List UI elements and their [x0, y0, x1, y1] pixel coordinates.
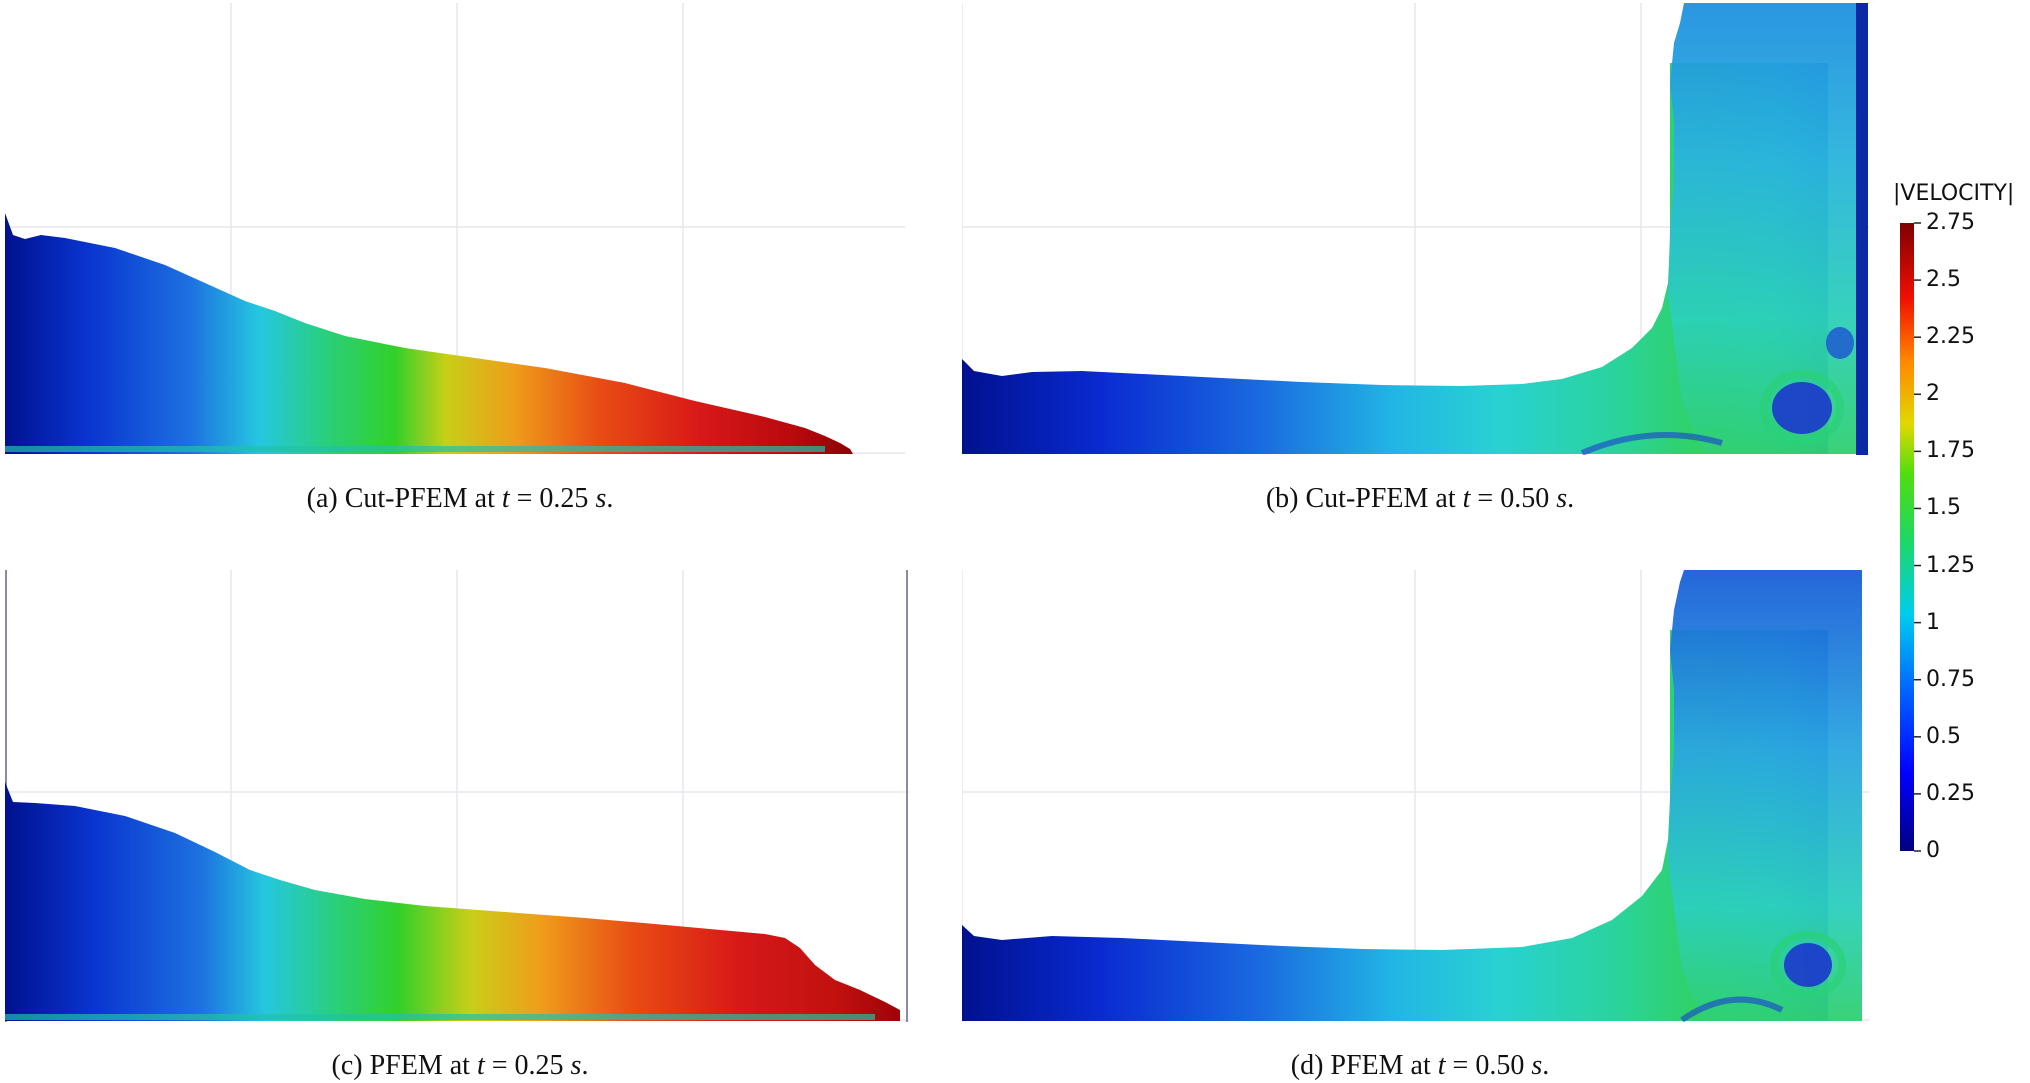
colorbar-tick-label: 0: [1926, 838, 1940, 863]
colorbar-tick-label: 2.5: [1926, 267, 1961, 293]
colorbar-title: |VELOCITY|: [1893, 181, 2015, 206]
vortex-core: [1772, 382, 1832, 434]
colorbar-tick-label: 0.5: [1926, 723, 1961, 749]
caption-d-eq: = 0.50: [1445, 1050, 1532, 1081]
panel-a-plot: [5, 3, 905, 454]
colorbar-tick-label: 0.75: [1926, 666, 1975, 692]
colorbar-fill: [1900, 223, 1914, 851]
bottom-layer: [5, 446, 825, 452]
caption-a-eq: = 0.25: [509, 483, 596, 514]
fluid-column: [1668, 3, 1868, 454]
caption-a: (a) Cut-PFEM at t = 0.25 s.: [200, 483, 720, 515]
vortex-core: [1784, 943, 1832, 987]
panel-b-plot: [962, 3, 1869, 455]
caption-c-prefix: (c) PFEM at: [331, 1050, 470, 1081]
caption-b-var: t: [1462, 483, 1471, 514]
colorbar-tick-label: 1.25: [1926, 552, 1975, 578]
caption-a-prefix: (a) Cut-PFEM at: [306, 483, 495, 514]
caption-d-unit: s: [1531, 1050, 1543, 1081]
caption-d-var: t: [1437, 1050, 1446, 1081]
caption-a-end: .: [606, 483, 614, 514]
colorbar-tick-label: 1.5: [1926, 495, 1961, 521]
caption-b-unit: s: [1556, 483, 1568, 514]
caption-c-unit: s: [570, 1050, 582, 1081]
colorbar-ticks: [1914, 222, 1921, 852]
caption-a-unit: s: [595, 483, 607, 514]
colorbar-tick-label: 1.75: [1926, 438, 1975, 464]
bottom-layer: [5, 1014, 875, 1020]
panel-c-plot: [5, 570, 909, 1022]
colorbar-tick-label: 2.75: [1926, 210, 1975, 235]
caption-c: (c) PFEM at t = 0.25 s.: [200, 1050, 720, 1082]
fluid-column: [1668, 570, 1862, 1021]
panel-d-plot: [962, 570, 1869, 1022]
colorbar-tick-label: 1: [1926, 609, 1940, 635]
panel-a: [5, 3, 905, 455]
caption-d-prefix: (d) PFEM at: [1290, 1050, 1431, 1081]
bottom-flow: [1680, 996, 1784, 1022]
panel-d: [962, 570, 1869, 1022]
caption-b-end: .: [1567, 483, 1575, 514]
caption-c-eq: = 0.25: [484, 1050, 571, 1081]
caption-b-eq: = 0.50: [1470, 483, 1557, 514]
vortex-ring: [1770, 931, 1846, 999]
caption-d: (d) PFEM at t = 0.50 s.: [1160, 1050, 1680, 1082]
fluid-region: [962, 630, 1828, 1021]
bottom-flow: [1580, 432, 1723, 455]
right-wall-flow: [1856, 3, 1868, 455]
vortex-small: [1826, 327, 1854, 359]
caption-b: (b) Cut-PFEM at t = 0.50 s.: [1160, 483, 1680, 515]
colorbar: [1900, 223, 1914, 851]
fluid-region: [5, 782, 900, 1021]
vortex-ring: [1760, 370, 1844, 446]
caption-a-var: t: [501, 483, 510, 514]
colorbar-tick-label: 2: [1926, 381, 1940, 407]
panel-b: [962, 3, 1869, 455]
caption-c-end: .: [581, 1050, 589, 1081]
panel-c: [5, 570, 909, 1022]
caption-c-var: t: [476, 1050, 485, 1081]
colorbar-tick-label: 2.25: [1926, 324, 1975, 350]
fluid-region: [5, 213, 853, 454]
caption-d-end: .: [1542, 1050, 1550, 1081]
caption-b-prefix: (b) Cut-PFEM at: [1265, 483, 1456, 514]
colorbar-tick-label: 0.25: [1926, 780, 1975, 806]
